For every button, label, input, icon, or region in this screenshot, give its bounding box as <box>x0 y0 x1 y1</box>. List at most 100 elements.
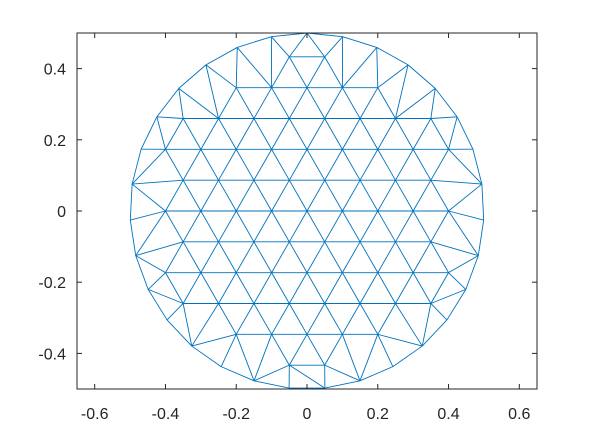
mesh-edge <box>342 242 360 273</box>
y-tick-label: -0.4 <box>38 346 66 363</box>
mesh-edge <box>165 273 183 304</box>
mesh-edge <box>179 65 206 88</box>
mesh-edge <box>141 117 157 149</box>
mesh-edge <box>378 303 396 334</box>
mesh-edge <box>254 180 272 211</box>
mesh-edge <box>342 47 376 87</box>
mesh-edge <box>219 119 237 150</box>
mesh-edge <box>378 211 396 242</box>
mesh-edge <box>148 289 167 320</box>
mesh-edge <box>236 88 254 119</box>
mesh-edge <box>201 242 219 273</box>
mesh-edge <box>378 242 396 273</box>
y-tick-label: 0.4 <box>44 62 66 79</box>
mesh-edge <box>413 180 431 211</box>
mesh-edge <box>378 88 396 119</box>
mesh-edge <box>221 334 236 366</box>
mesh-edge <box>148 289 183 303</box>
mesh-edge <box>289 211 307 242</box>
mesh-edge <box>325 180 343 211</box>
mesh-edge <box>219 273 237 304</box>
mesh-edge <box>236 303 254 334</box>
mesh-edge <box>219 211 237 242</box>
mesh-edge <box>413 119 431 150</box>
mesh-edge <box>413 242 431 273</box>
mesh-edge <box>236 273 254 304</box>
mesh-edge <box>206 47 237 64</box>
mesh-edge <box>360 273 378 304</box>
mesh-edge <box>237 47 271 87</box>
mesh-edge <box>289 33 307 57</box>
mesh-edge <box>307 211 325 242</box>
mesh-edge <box>307 149 325 180</box>
mesh-edge <box>219 242 237 273</box>
mesh-edge <box>254 119 272 150</box>
mesh-edge <box>449 273 466 290</box>
mesh-edge <box>136 256 148 290</box>
mesh-edge <box>272 303 290 334</box>
mesh-edge <box>272 273 290 304</box>
x-tick-label: 0.2 <box>367 406 389 423</box>
mesh-edge <box>447 289 466 320</box>
mesh-edge <box>254 303 272 334</box>
mesh-edge <box>422 303 431 346</box>
mesh-edge <box>183 119 201 150</box>
mesh-edge <box>378 180 396 211</box>
mesh-edge <box>219 180 237 211</box>
mesh-edge <box>449 117 458 150</box>
mesh-edge <box>272 211 290 242</box>
x-tick-label: -0.4 <box>152 406 180 423</box>
mesh-edge <box>165 119 183 150</box>
mesh-edge <box>289 303 307 334</box>
mesh-edge <box>157 117 183 119</box>
mesh-edge <box>378 334 393 366</box>
mesh-edge <box>272 242 290 273</box>
mesh-edge <box>360 211 378 242</box>
mesh-edge <box>183 211 201 242</box>
mesh-edge <box>342 119 360 150</box>
mesh-edge <box>165 211 183 242</box>
mesh-edge <box>342 149 360 180</box>
mesh-edge <box>431 303 447 319</box>
mesh-edge <box>179 88 183 118</box>
y-tick-label: 0.2 <box>44 133 66 150</box>
mesh-edge <box>342 303 360 334</box>
mesh-edge <box>342 211 360 242</box>
mesh-edge <box>325 149 343 180</box>
mesh-edge <box>395 180 413 211</box>
mesh-edge <box>431 289 466 303</box>
y-tick-label: 0 <box>57 204 66 221</box>
mesh-edge <box>130 220 135 256</box>
mesh-edge <box>254 149 272 180</box>
mesh-edge <box>431 88 435 118</box>
mesh-edge <box>342 180 360 211</box>
mesh-edge <box>237 37 271 48</box>
mesh-edge <box>183 180 201 211</box>
mesh-edge <box>482 184 484 220</box>
mesh-edge <box>219 303 237 334</box>
mesh-edge <box>466 256 478 290</box>
mesh-edge <box>413 273 431 304</box>
mesh-edge <box>289 242 307 273</box>
mesh-edge <box>132 149 165 184</box>
mesh-edge <box>307 334 325 365</box>
mesh-edge <box>254 211 272 242</box>
mesh-edge <box>307 57 325 88</box>
mesh-edge <box>325 334 343 365</box>
mesh-edge <box>254 88 272 119</box>
mesh-edge <box>219 149 237 180</box>
mesh-edge <box>183 242 201 273</box>
mesh-edge <box>289 180 307 211</box>
triangular-mesh <box>130 33 483 388</box>
mesh-edge <box>395 149 413 180</box>
mesh-edge <box>183 149 201 180</box>
mesh-edge <box>183 273 201 304</box>
y-tick-label: -0.2 <box>38 275 66 292</box>
mesh-edge <box>431 149 449 180</box>
mesh-edge <box>201 211 219 242</box>
mesh-edge <box>325 242 343 273</box>
mesh-edge <box>413 149 431 180</box>
mesh-edge <box>183 303 192 346</box>
x-tick-label: -0.6 <box>81 406 109 423</box>
mesh-edge <box>325 88 343 119</box>
